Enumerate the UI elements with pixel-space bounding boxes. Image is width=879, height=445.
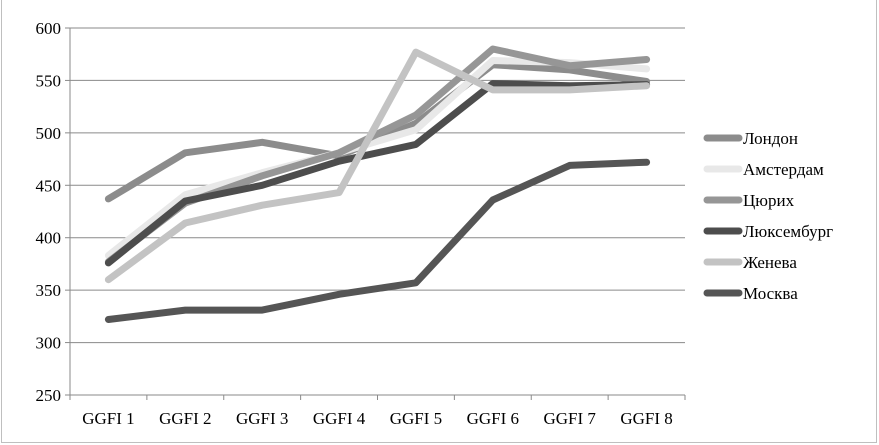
legend-label-0: Лондон [743,129,798,148]
legend-label-3: Люксембург [743,222,833,241]
x-tick-label: GGFI 3 [236,409,288,428]
x-tick-label: GGFI 7 [543,409,596,428]
legend-label-1: Амстердам [743,160,824,179]
y-tick-label: 250 [36,386,62,405]
x-tick-label: GGFI 5 [390,409,442,428]
series-lines [104,45,651,323]
y-tick-label: 400 [36,229,62,248]
y-tick-label: 500 [36,124,62,143]
y-tick-label: 350 [36,281,62,300]
y-tick-label: 300 [36,334,62,353]
x-axis: GGFI 1 GGFI 2 GGFI 3 GGFI 4 GGFI 5 GGFI 6 GGFI… [69,394,686,428]
x-tick-label: GGFI 4 [313,409,366,428]
legend-label-4: Женева [743,253,797,272]
legend-label-2: Цюрих [743,191,795,210]
y-tick-label: 550 [36,71,62,90]
series-line-5 [104,158,651,323]
legend: Лондон Амстердам Цюрих Люксембург Женева Моск… [703,129,833,303]
x-tick-label: GGFI 6 [467,409,519,428]
x-tick-label: GGFI 2 [159,409,211,428]
series-line-4 [104,48,651,284]
y-axis: 250 300 350 400 450 500 550 600 [36,19,71,405]
x-tick-label: GGFI 1 [82,409,134,428]
x-tick-label: GGFI 8 [620,409,672,428]
y-tick-label: 600 [36,19,62,38]
legend-label-5: Москва [743,284,798,303]
y-tick-label: 450 [36,176,62,195]
series-line-3 [104,80,651,267]
